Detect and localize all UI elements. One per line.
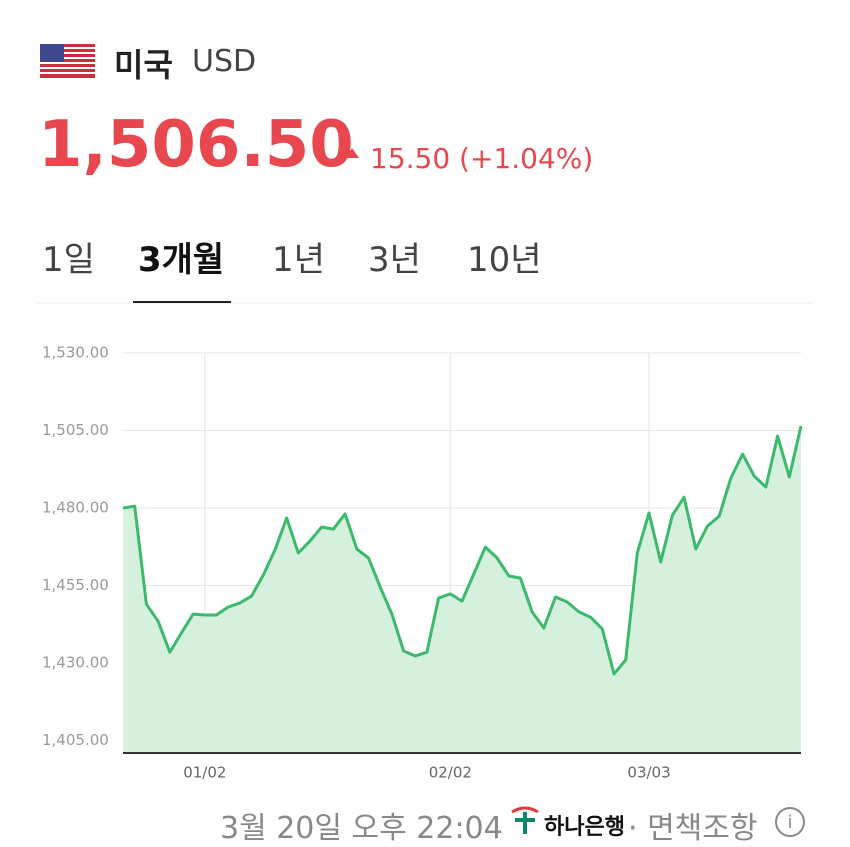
bank-name: 하나은행 <box>544 815 625 840</box>
line <box>122 425 803 676</box>
tab[interactable]: 3년 <box>368 240 421 280</box>
tab[interactable]: 1년 <box>272 240 325 280</box>
y-tick-label: 1,455.00 <box>42 576 109 594</box>
timestamp: 3월 20일 오후 22:04 <box>220 811 503 846</box>
y-tick-label: 1,480.00 <box>42 499 109 517</box>
info-icon[interactable] <box>775 807 805 837</box>
tab[interactable]: 1일 <box>42 240 95 280</box>
x-tick-label: 02/02 <box>429 764 472 782</box>
country: 미국 <box>114 46 173 84</box>
y-tick-label: 1,430.00 <box>42 654 109 672</box>
currency: USD <box>192 44 257 79</box>
y-tick-label: 1,530.00 <box>42 344 109 362</box>
tab-selected[interactable]: 3개월 <box>138 240 225 280</box>
disclaimer[interactable]: · 면책조항 <box>628 811 758 846</box>
change: 15.50 (+1.04%) <box>370 142 594 175</box>
price: 1,506.50 <box>38 108 354 182</box>
y-tick-label: 1,505.00 <box>42 421 109 439</box>
area <box>123 425 801 753</box>
tab[interactable]: 10년 <box>467 240 542 280</box>
info-icon-i: i <box>787 812 792 833</box>
up-arrow <box>345 148 359 158</box>
y-tick-label: 1,405.00 <box>42 731 109 749</box>
us-flag <box>40 44 95 78</box>
x-tick-label: 01/02 <box>183 764 226 782</box>
x-tick-label: 03/03 <box>627 764 670 782</box>
bank-logo <box>511 806 539 834</box>
